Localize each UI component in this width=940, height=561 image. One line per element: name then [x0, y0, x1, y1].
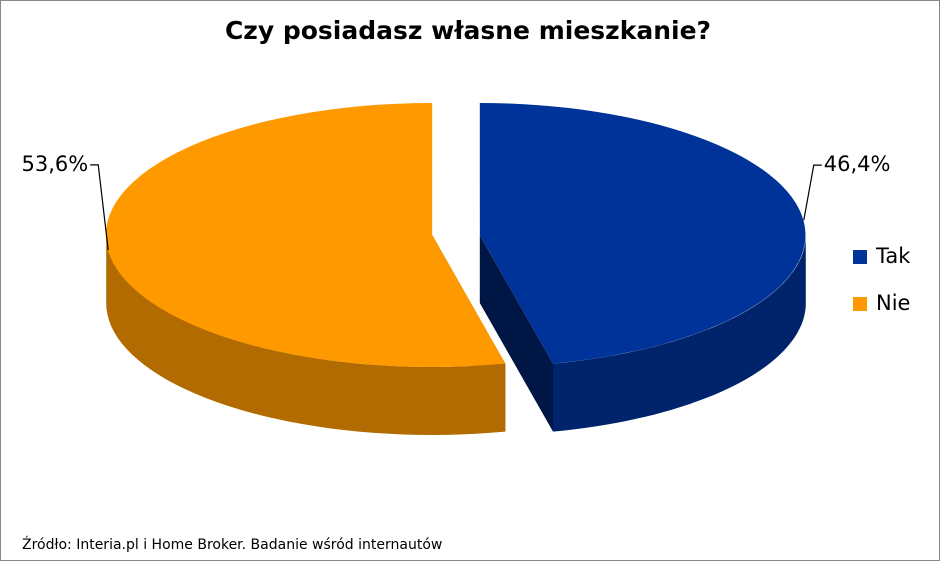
- slice-wall: [553, 235, 806, 432]
- leader-line: [90, 164, 109, 250]
- legend-label: Tak: [875, 244, 911, 268]
- legend-swatch: [853, 250, 867, 264]
- pie-slice: [105, 102, 506, 367]
- legend-swatch: [853, 297, 867, 311]
- pie-slice: [479, 103, 806, 364]
- chart-title: Czy posiadasz własne mieszkanie?: [225, 16, 711, 45]
- leader-line: [803, 164, 822, 221]
- source-note: Źródło: Interia.pl i Home Broker. Badani…: [22, 535, 442, 553]
- legend-label: Nie: [876, 291, 910, 315]
- slice-side: [479, 235, 553, 432]
- slice-wall: [106, 235, 506, 435]
- data-label: 46,4%: [824, 152, 891, 176]
- data-label: 53,6%: [22, 152, 89, 176]
